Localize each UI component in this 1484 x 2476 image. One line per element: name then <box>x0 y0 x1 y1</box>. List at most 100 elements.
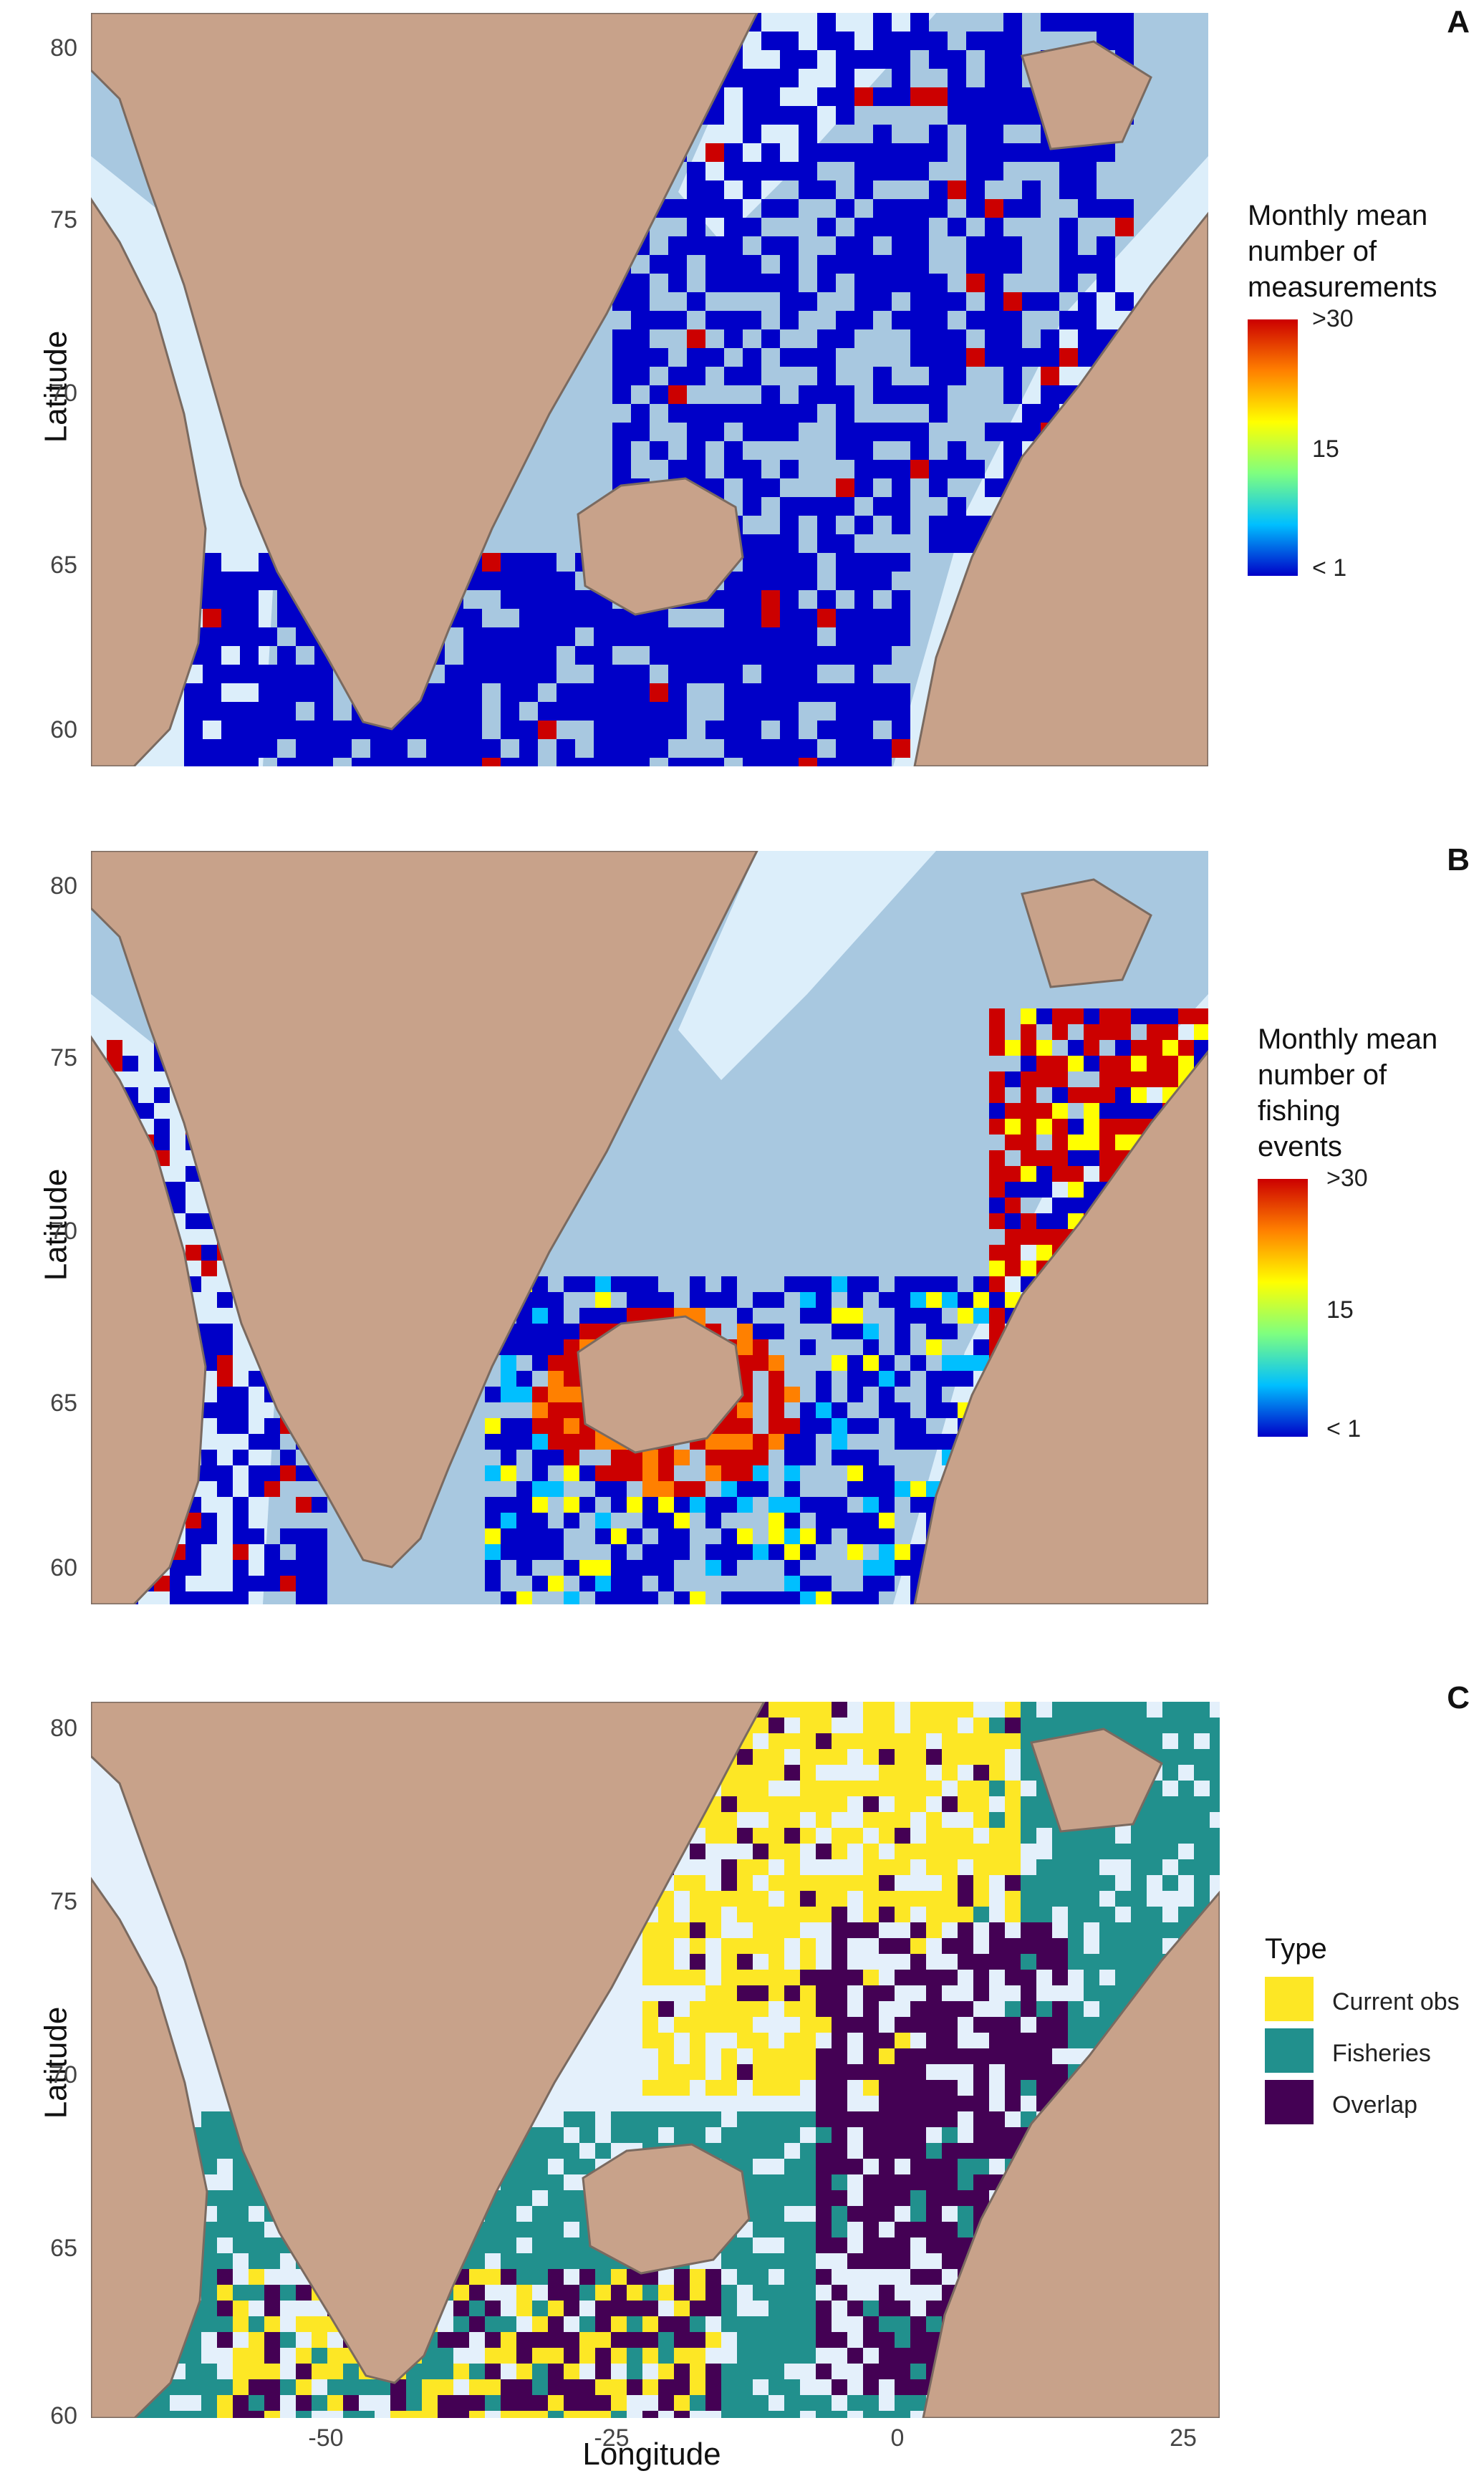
grid-cell <box>612 460 631 478</box>
grid-cell <box>314 739 333 758</box>
grid-cell <box>780 665 799 683</box>
grid-cell <box>1041 329 1059 348</box>
grid-cell <box>973 1859 989 1875</box>
grid-cell <box>312 1497 327 1513</box>
grid-cell <box>985 255 1003 274</box>
colorbar <box>1248 319 1298 576</box>
grid-cell <box>201 2111 217 2127</box>
grid-cell <box>721 1812 737 1828</box>
grid-cell <box>753 2033 768 2048</box>
grid-cell <box>579 2411 595 2418</box>
grid-cell <box>389 758 408 766</box>
grid-cell <box>469 2301 485 2316</box>
grid-cell <box>1162 1844 1178 1859</box>
grid-cell <box>910 1938 926 1954</box>
grid-cell <box>942 2237 958 2253</box>
grid-cell <box>516 2159 532 2174</box>
grid-cell <box>1003 236 1022 255</box>
grid-cell <box>1115 1891 1131 1907</box>
grid-cell <box>1036 1922 1052 1938</box>
grid-cell <box>743 702 761 721</box>
grid-cell <box>1131 1844 1147 1859</box>
grid-cell <box>985 292 1003 311</box>
grid-cell <box>854 162 873 180</box>
grid-cell <box>642 1560 658 1576</box>
grid-cell <box>1210 1796 1220 1812</box>
grid-cell <box>929 50 948 69</box>
grid-cell <box>879 1544 895 1560</box>
grid-cell <box>668 646 687 665</box>
grid-cell <box>516 2253 532 2269</box>
grid-cell <box>948 69 966 87</box>
grid-cell <box>816 1402 832 1418</box>
grid-cell <box>879 2285 895 2301</box>
grid-cell <box>612 758 631 766</box>
grid-cell <box>873 609 892 627</box>
grid-cell <box>642 1481 658 1497</box>
grid-cell <box>1178 1702 1194 1718</box>
grid-cell <box>816 2269 832 2285</box>
grid-cell <box>516 1591 532 1604</box>
grid-cell <box>516 1560 532 1576</box>
grid-cell <box>548 2174 564 2190</box>
grid-cell <box>753 1907 768 1922</box>
grid-cell <box>737 1544 753 1560</box>
grid-cell <box>973 1765 989 1781</box>
grid-cell <box>296 739 314 758</box>
grid-cell <box>816 1749 832 1765</box>
grid-cell <box>501 721 519 739</box>
grid-cell <box>296 1528 312 1544</box>
grid-cell <box>721 1481 737 1497</box>
grid-cell <box>910 385 929 404</box>
grid-cell <box>343 2411 359 2418</box>
x-tick: -50 <box>308 2424 344 2452</box>
grid-cell <box>1210 1749 1220 1765</box>
grid-cell <box>1005 1718 1021 1733</box>
grid-cell <box>910 32 929 50</box>
grid-cell <box>1194 1875 1210 1891</box>
grid-cell <box>1115 1938 1131 1954</box>
grid-cell <box>1147 1812 1162 1828</box>
grid-cell <box>1036 2001 1052 2017</box>
grid-cell <box>532 2364 548 2379</box>
grid-cell <box>895 1560 910 1576</box>
grid-cell <box>264 2253 280 2269</box>
grid-cell <box>611 2111 627 2127</box>
grid-cell <box>780 590 799 609</box>
grid-cell <box>1005 1938 1021 1954</box>
grid-cell <box>780 553 799 572</box>
grid-cell <box>737 2269 753 2285</box>
grid-cell <box>780 627 799 646</box>
grid-cell <box>264 2285 280 2301</box>
grid-cell <box>879 2048 895 2064</box>
grid-cell <box>296 1497 312 1513</box>
grid-cell <box>799 180 817 199</box>
grid-cell <box>836 721 854 739</box>
panel-label: C <box>1447 1680 1470 1715</box>
grid-cell <box>1005 2048 1021 2064</box>
grid-cell <box>516 2301 532 2316</box>
grid-cell <box>948 460 966 478</box>
grid-cell <box>753 1591 768 1604</box>
grid-cell <box>966 106 985 125</box>
grid-cell <box>1099 1150 1115 1166</box>
grid-cell <box>948 106 966 125</box>
land-greenland <box>91 1702 766 2384</box>
land-iceland <box>577 1315 744 1454</box>
grid-cell <box>737 1591 753 1604</box>
grid-cell <box>847 1733 863 1749</box>
grid-cell <box>966 199 985 218</box>
grid-cell <box>721 2001 737 2017</box>
grid-cell <box>1068 2001 1084 2017</box>
grid-cell <box>1021 1938 1036 1954</box>
grid-cell <box>879 2111 895 2127</box>
grid-cell <box>847 1418 863 1434</box>
grid-cell <box>892 236 910 255</box>
grid-cell <box>1068 1119 1084 1135</box>
grid-cell <box>753 1985 768 2001</box>
grid-cell <box>314 702 333 721</box>
grid-cell <box>1021 1087 1036 1103</box>
grid-cell <box>233 2395 249 2411</box>
grid-cell <box>201 2159 217 2174</box>
grid-cell <box>1068 1008 1084 1024</box>
